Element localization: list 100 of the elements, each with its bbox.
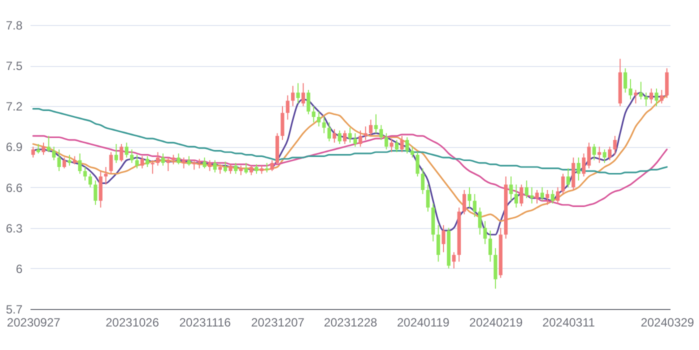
candlestick [198, 158, 202, 169]
candlestick [317, 111, 321, 127]
x-tick-label: 20240311 [542, 316, 596, 330]
candlestick [68, 154, 72, 166]
candlestick [52, 146, 56, 161]
candlestick [452, 252, 456, 269]
candlestick [176, 152, 180, 165]
candlestick [608, 146, 612, 161]
candlestick [150, 160, 154, 174]
candlestick [156, 152, 160, 166]
candlestick [46, 135, 50, 153]
candlestick [546, 189, 550, 206]
candlestick [540, 186, 544, 202]
candlestick [394, 139, 399, 153]
y-tick-label: 7.2 [6, 100, 23, 114]
candlestick [36, 144, 40, 154]
candlestick [514, 184, 518, 208]
x-tick-label: 20240219 [469, 316, 523, 330]
candlestick [660, 89, 664, 104]
candlestick [598, 146, 602, 164]
candlestick [550, 189, 554, 204]
candlestick [561, 173, 565, 195]
candlestick [270, 160, 274, 172]
candlestick [374, 114, 378, 134]
candlestick [286, 94, 290, 120]
candlestick [650, 88, 654, 104]
candlestick [634, 89, 638, 104]
candlestick [520, 184, 524, 207]
candlestick [192, 160, 196, 170]
x-tick-label: 20240329 [640, 316, 694, 330]
candlestick [524, 180, 528, 199]
candlestick [509, 176, 513, 202]
candlestick [348, 127, 352, 144]
line-series [32, 134, 668, 208]
candlestick [244, 162, 248, 174]
candlestick [182, 157, 186, 169]
candlestick [254, 164, 258, 174]
candlestick [488, 230, 492, 262]
candlestick [442, 224, 446, 253]
candlestick [104, 166, 108, 186]
candlestick [390, 138, 394, 153]
candlestick [166, 157, 170, 172]
y-tick-label: 6.6 [6, 180, 23, 195]
candlestick [364, 126, 368, 140]
candlestick [420, 168, 425, 195]
candlestick [468, 186, 472, 208]
candlestick [296, 82, 300, 104]
candlestick [436, 224, 440, 262]
candlestick [280, 106, 284, 140]
candlestick [218, 164, 222, 174]
candlestick [202, 157, 206, 169]
candlestick [301, 82, 306, 107]
candlestick [665, 68, 669, 99]
candlestick [654, 88, 658, 107]
candlestick [530, 186, 534, 204]
candlestick [602, 148, 606, 164]
candlestick [327, 122, 332, 142]
candlestick [556, 186, 560, 204]
candlestick [146, 156, 150, 168]
candlestick [42, 142, 46, 156]
candlestick [639, 81, 643, 100]
candlestick [343, 130, 347, 145]
candlestick [78, 152, 82, 174]
candlestick [57, 148, 61, 172]
candlestick [613, 135, 617, 156]
candlestick [228, 164, 232, 174]
candlestick [628, 78, 632, 100]
candlestick [312, 106, 316, 123]
x-tick-label: 20231116 [179, 316, 232, 330]
candlestick [358, 130, 362, 148]
x-tick-label: 20240119 [396, 316, 450, 330]
candlestick [31, 146, 35, 158]
y-tick-label: 6.9 [6, 140, 23, 154]
x-tick-label: 20231207 [251, 316, 305, 330]
x-tick-label: 20231228 [324, 316, 378, 330]
candlestick [410, 146, 414, 158]
candlestick [208, 160, 212, 172]
candlestick [426, 184, 430, 212]
candlestick [135, 154, 139, 169]
candlestick [478, 207, 482, 236]
candlestick [234, 162, 238, 174]
y-tick-label: 7.5 [6, 59, 23, 74]
candlestick [592, 144, 596, 161]
candlestick [576, 157, 580, 182]
candlestick [566, 168, 570, 188]
candlestick [130, 148, 134, 164]
candlestick [368, 119, 373, 136]
candlestick [322, 116, 326, 134]
candlestick [353, 132, 357, 148]
candlestick [94, 180, 98, 206]
candlestick [114, 144, 118, 164]
y-tick-label: 5.7 [6, 302, 23, 316]
candlestick [535, 189, 539, 204]
candlestick [400, 135, 404, 153]
candlestick [224, 161, 228, 173]
line-series [32, 108, 668, 175]
candlestick [644, 92, 648, 107]
candlestick [291, 85, 295, 107]
x-tick-label: 20231026 [106, 316, 160, 330]
candlestick [172, 154, 176, 165]
